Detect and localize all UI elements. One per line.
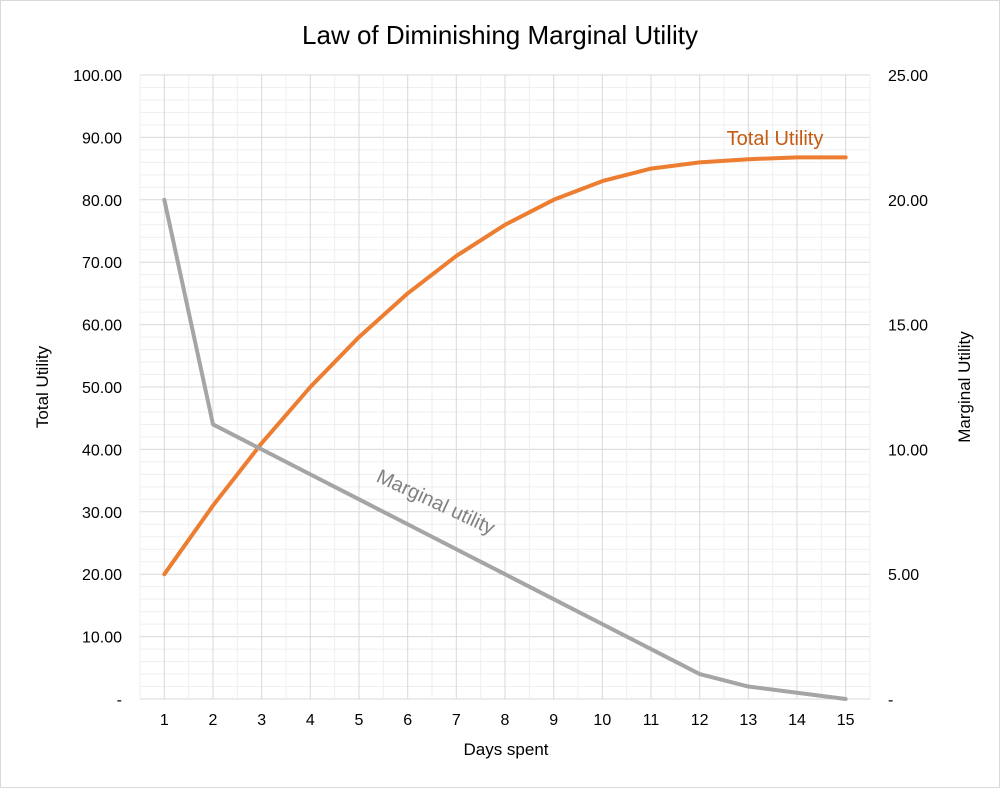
x-tick-label: 7 <box>452 712 461 729</box>
x-axis-label: Days spent <box>463 740 548 759</box>
total-utility-point <box>308 385 312 389</box>
marginal-utility-point <box>406 522 410 526</box>
marginal-utility-point <box>454 547 458 551</box>
marginal-utility-point <box>211 422 215 426</box>
x-tick-label: 1 <box>160 712 169 729</box>
total-utility-line <box>162 155 848 577</box>
marginal-utility-point <box>260 447 264 451</box>
chart-title: Law of Diminishing Marginal Utility <box>302 20 698 50</box>
x-axis-ticks: 1 2 3 4 5 6 7 8 9 10 11 12 13 14 15 <box>160 712 855 729</box>
left-tick-label: 10.00 <box>82 630 122 647</box>
total-utility-point <box>698 160 702 164</box>
x-tick-label: 6 <box>403 712 412 729</box>
right-tick-label: - <box>888 692 893 709</box>
x-tick-label: 13 <box>739 712 757 729</box>
right-tick-label: 10.00 <box>888 442 928 459</box>
marginal-utility-point <box>503 572 507 576</box>
marginal-utility-point <box>844 697 848 701</box>
marginal-utility-point <box>162 198 166 202</box>
total-utility-point <box>600 179 604 183</box>
left-tick-label: 100.00 <box>73 68 122 85</box>
x-tick-label: 11 <box>643 712 660 729</box>
x-tick-label: 9 <box>549 712 558 729</box>
x-tick-label: 12 <box>691 712 709 729</box>
total-utility-point <box>162 572 166 576</box>
marginal-utility-point <box>649 647 653 651</box>
marginal-utility-point <box>357 497 361 501</box>
grid <box>139 74 871 700</box>
x-tick-label: 2 <box>209 712 218 729</box>
total-utility-point <box>552 198 556 202</box>
left-tick-label: 80.00 <box>82 193 122 210</box>
x-tick-label: 14 <box>788 712 806 729</box>
total-utility-point <box>746 157 750 161</box>
left-tick-label: 20.00 <box>82 567 122 584</box>
left-tick-label: 70.00 <box>82 255 122 272</box>
right-tick-label: 15.00 <box>888 318 928 335</box>
x-tick-label: 3 <box>257 712 266 729</box>
marginal-utility-point <box>600 622 604 626</box>
left-axis-label: Total Utility <box>33 345 52 428</box>
left-tick-label: 60.00 <box>82 318 122 335</box>
right-tick-label: 5.00 <box>888 567 919 584</box>
marginal-utility-point <box>795 691 799 695</box>
x-tick-label: 15 <box>837 712 855 729</box>
left-tick-label: 90.00 <box>82 130 122 147</box>
right-axis-ticks: - 5.00 10.00 15.00 20.00 25.00 <box>888 68 928 709</box>
marginal-utility-point <box>552 597 556 601</box>
total-utility-point <box>795 155 799 159</box>
marginal-utility-point <box>698 672 702 676</box>
left-tick-label: - <box>117 692 122 709</box>
total-utility-point <box>454 254 458 258</box>
left-tick-label: 30.00 <box>82 505 122 522</box>
total-utility-point <box>357 335 361 339</box>
marginal-utility-point <box>308 472 312 476</box>
marginal-utility-point <box>746 685 750 689</box>
total-utility-point <box>503 223 507 227</box>
x-tick-label: 8 <box>501 712 510 729</box>
right-tick-label: 20.00 <box>888 193 928 210</box>
total-utility-annotation: Total Utility <box>727 128 824 150</box>
left-tick-label: 40.00 <box>82 442 122 459</box>
x-tick-label: 10 <box>593 712 611 729</box>
total-utility-point <box>406 291 410 295</box>
total-utility-point <box>649 167 653 171</box>
x-tick-label: 4 <box>306 712 315 729</box>
marginal-utility-annotation: Marginal utility <box>373 466 498 540</box>
x-tick-label: 5 <box>355 712 364 729</box>
right-tick-label: 25.00 <box>888 68 928 85</box>
right-axis-label: Marginal Utility <box>955 331 974 443</box>
left-axis-ticks: - 10.00 20.00 30.00 40.00 50.00 60.00 70.00 80.0… <box>73 68 122 709</box>
total-utility-point <box>260 441 264 445</box>
total-utility-point <box>844 155 848 159</box>
total-utility-point <box>211 504 215 508</box>
marginal-utility-line <box>162 197 848 701</box>
left-tick-label: 50.00 <box>82 380 122 397</box>
